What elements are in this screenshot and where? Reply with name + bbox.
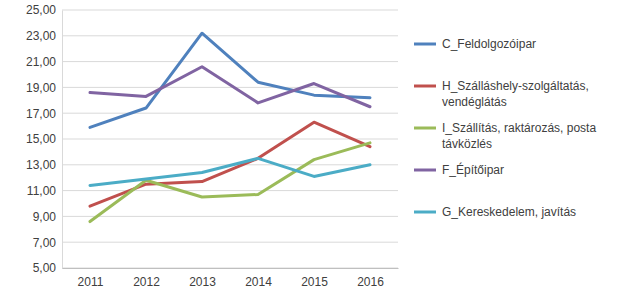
grid-line bbox=[62, 190, 398, 191]
x-axis: 2011 2012 2013 2014 2015 2016 bbox=[63, 269, 399, 289]
series-line bbox=[90, 122, 370, 206]
y-axis-line bbox=[62, 11, 63, 269]
y-tick: 25,00 bbox=[26, 3, 62, 17]
y-tick-label: 15,00 bbox=[26, 132, 56, 146]
lines bbox=[90, 33, 370, 221]
legend: C_Feldolgozóipar H_Szálláshely-szolgáltat… bbox=[414, 37, 596, 219]
x-tick: 2012 bbox=[133, 275, 160, 289]
legend-swatch bbox=[414, 169, 436, 172]
y-tick: 15,00 bbox=[26, 132, 62, 146]
series-line bbox=[90, 143, 370, 222]
legend-label: H_Szálláshely-szolgáltatás,vendéglátás bbox=[442, 79, 589, 109]
grid-line bbox=[62, 216, 398, 217]
y-tick-label: 7,00 bbox=[33, 236, 57, 250]
grid-line bbox=[62, 242, 398, 243]
grid-line bbox=[62, 139, 398, 140]
series-line bbox=[90, 158, 370, 185]
x-tick-label: 2011 bbox=[78, 275, 104, 289]
series-line bbox=[90, 33, 370, 127]
y-tick: 7,00 bbox=[33, 236, 62, 250]
grid-line bbox=[62, 87, 398, 88]
x-tick: 2013 bbox=[189, 275, 216, 289]
y-tick-label: 21,00 bbox=[26, 55, 56, 69]
grid-line bbox=[62, 113, 398, 114]
legend-label: I_Szállítás, raktározás, postatávközlés bbox=[442, 121, 596, 151]
legend-item: G_Kereskedelem, javítás bbox=[414, 205, 576, 219]
grid-line bbox=[62, 10, 398, 11]
x-tick-label: 2014 bbox=[245, 275, 272, 289]
legend-label: C_Feldolgozóipar bbox=[442, 37, 536, 51]
x-tick: 2011 bbox=[78, 275, 104, 289]
x-tick-label: 2013 bbox=[189, 275, 216, 289]
y-tick-label: 9,00 bbox=[33, 210, 57, 224]
legend-swatch bbox=[414, 127, 436, 130]
y-tick: 11,00 bbox=[27, 184, 62, 198]
x-axis-line bbox=[63, 268, 399, 269]
grid bbox=[62, 10, 398, 268]
y-tick: 19,00 bbox=[26, 81, 62, 95]
y-tick: 5,00 bbox=[33, 261, 62, 275]
y-tick: 23,00 bbox=[26, 29, 62, 43]
legend-item: C_Feldolgozóipar bbox=[414, 37, 536, 51]
legend-swatch bbox=[414, 43, 436, 46]
legend-item: H_Szálláshely-szolgáltatás,vendéglátás bbox=[414, 79, 589, 109]
y-tick: 17,00 bbox=[26, 107, 62, 121]
grid-line bbox=[62, 35, 398, 36]
legend-swatch bbox=[414, 85, 436, 88]
y-tick: 13,00 bbox=[26, 158, 62, 172]
y-tick-label: 25,00 bbox=[26, 3, 56, 17]
y-tick-label: 19,00 bbox=[26, 81, 56, 95]
legend-item: I_Szállítás, raktározás, postatávközlés bbox=[414, 121, 596, 151]
legend-swatch bbox=[414, 211, 436, 214]
y-tick: 9,00 bbox=[33, 210, 62, 224]
legend-label: F_Építőipar bbox=[442, 162, 504, 177]
x-tick-label: 2016 bbox=[357, 275, 384, 289]
legend-item: F_Építőipar bbox=[414, 162, 504, 177]
x-tick: 2014 bbox=[245, 275, 272, 289]
y-tick-label: 17,00 bbox=[26, 107, 56, 121]
y-tick-label: 23,00 bbox=[26, 29, 56, 43]
y-tick: 21,00 bbox=[26, 55, 62, 69]
chart: 5,00 7,00 9,00 11,00 13,00 15,00 17,00 19,00 21,… bbox=[0, 0, 620, 301]
x-tick-label: 2015 bbox=[301, 275, 328, 289]
x-tick-label: 2012 bbox=[133, 275, 160, 289]
y-tick-label: 5,00 bbox=[33, 261, 57, 275]
y-axis: 5,00 7,00 9,00 11,00 13,00 15,00 17,00 19,00 21,… bbox=[26, 3, 63, 275]
grid-line bbox=[62, 61, 398, 62]
y-tick-label: 11,00 bbox=[27, 184, 56, 198]
legend-label: G_Kereskedelem, javítás bbox=[442, 205, 576, 219]
series-line bbox=[90, 67, 370, 107]
x-tick: 2016 bbox=[357, 275, 384, 289]
x-tick: 2015 bbox=[301, 275, 328, 289]
y-tick-label: 13,00 bbox=[26, 158, 56, 172]
grid-line bbox=[62, 268, 398, 269]
